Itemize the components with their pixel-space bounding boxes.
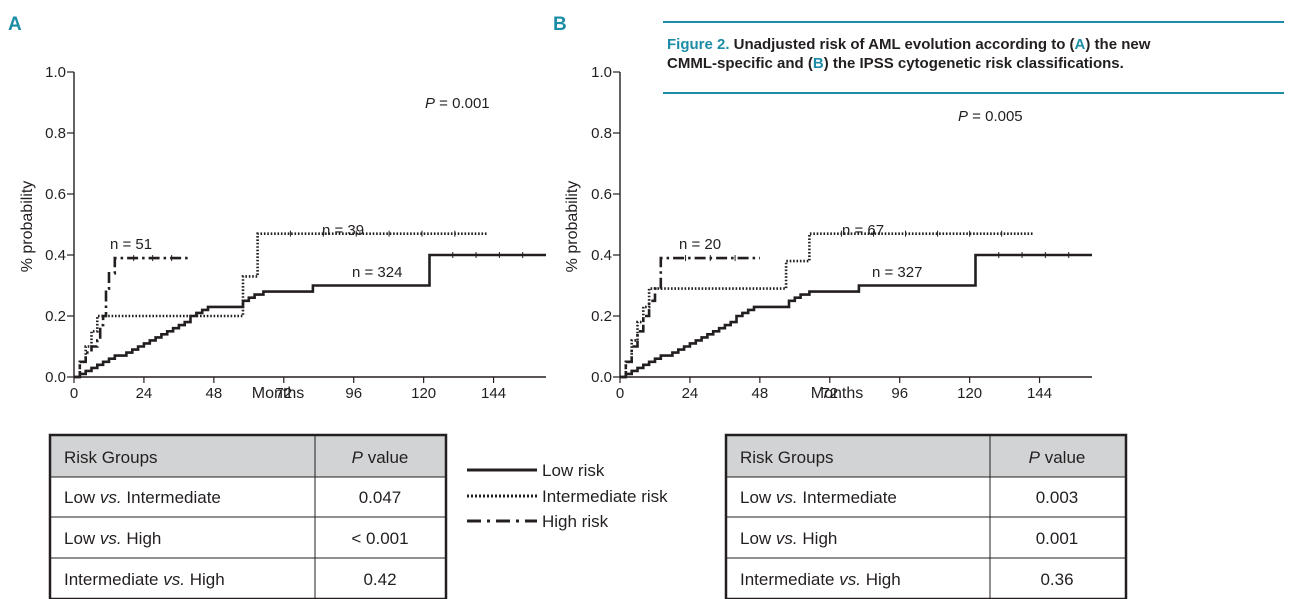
caption-line-1: Figure 2. Unadjusted risk of AML evoluti… <box>667 36 1151 53</box>
panel-a-pvalue-annotation: P = 0.001 <box>425 95 490 112</box>
panel-a-x-tick-label: 48 <box>206 385 223 402</box>
table-b: Risk Groups P value Low vs. Intermediate… <box>724 433 1128 599</box>
panel-b-x-tick-label: 144 <box>1027 385 1052 402</box>
panel-a-y-tick-label: 0.8 <box>45 125 66 142</box>
legend: Low risk Intermediate risk High risk <box>467 461 668 531</box>
panel-b-series-solid <box>620 253 1092 379</box>
table-a-row-3-label: Intermediate vs. High <box>64 570 225 589</box>
panel-b-y-tick-label: 0.8 <box>591 125 612 142</box>
table-a-row-1-pvalue: 0.047 <box>359 488 402 507</box>
figure-caption: Figure 2. Unadjusted risk of AML evoluti… <box>663 21 1284 94</box>
panel-b-n-label-dotted: n = 67 <box>842 222 884 239</box>
table-b-header-groups: Risk Groups <box>740 448 834 467</box>
panel-b-n-label-solid: n = 327 <box>872 264 922 281</box>
panel-b-y-tick-label: 0.6 <box>591 186 612 203</box>
panel-a-x-tick-label: 96 <box>345 385 362 402</box>
table-b-row-1-label: Low vs. Intermediate <box>740 488 897 507</box>
panel-b-letter: B <box>553 14 567 35</box>
table-b-row-3-pvalue: 0.36 <box>1040 570 1073 589</box>
panel-b-x-tick-label: 120 <box>957 385 982 402</box>
panel-a-x-axis-title: Months <box>252 385 304 402</box>
table-b-body-bg <box>726 477 1126 599</box>
panel-a-x-tick-label: 72 <box>275 385 292 402</box>
panel-a-n-label-dashdot: n = 51 <box>110 236 152 253</box>
panel-a-letter: A <box>8 14 22 35</box>
panel-a-x-tick-label: 24 <box>136 385 153 402</box>
caption-line-2: CMML-specific and (B) the IPSS cytogenet… <box>667 55 1124 72</box>
panel-a-y-tick-label: 0.6 <box>45 186 66 203</box>
table-a-header-groups: Risk Groups <box>64 448 158 467</box>
table-b-row-3-label: Intermediate vs. High <box>740 570 901 589</box>
panel-a-series-dashdot <box>74 256 191 379</box>
panel-a-plot: 0.0 0.2 0.4 0.6 0.8 1.0 0 24 48 72 96 120 144 Months%… <box>19 64 546 402</box>
panel-b-y-tick-label: 0.2 <box>591 308 612 325</box>
panel-a-series-dotted <box>74 232 488 379</box>
panel-b-x-tick-label: 48 <box>752 385 769 402</box>
table-a-row-2-label: Low vs. High <box>64 529 161 548</box>
table-b-row-2-label: Low vs. High <box>740 529 837 548</box>
panel-a-y-tick-label: 0.2 <box>45 308 66 325</box>
panel-b-x-axis-title: Months <box>811 385 863 402</box>
table-b-row-2-pvalue: 0.001 <box>1036 529 1079 548</box>
panel-a-x-tick-label: 0 <box>70 385 78 402</box>
panel-b-x-tick-label: 24 <box>682 385 699 402</box>
panel-a-y-axis-title: % probability <box>19 181 36 273</box>
table-a-header-pvalue: P value <box>352 448 409 467</box>
table-a-row-1-label: Low vs. Intermediate <box>64 488 221 507</box>
panel-b-x-tick-label: 96 <box>891 385 908 402</box>
panel-a-y-tick-label: 0.4 <box>45 247 66 264</box>
table-a: Risk Groups P value Low vs. Intermediate… <box>48 433 448 599</box>
panel-b-y-tick-label: 1.0 <box>591 64 612 81</box>
panel-b-x-tick-label: 72 <box>821 385 838 402</box>
panel-a-x-tick-label: 144 <box>481 385 506 402</box>
legend-label-low: Low risk <box>542 461 605 480</box>
panel-a-n-label-solid: n = 324 <box>352 264 402 281</box>
legend-label-high: High risk <box>542 512 609 531</box>
panel-b-y-axis-title: % probability <box>564 181 581 273</box>
panel-b-series-dotted <box>620 232 1034 379</box>
panel-a-x-tick-label: 120 <box>411 385 436 402</box>
table-a-body-bg <box>50 477 446 599</box>
panel-a-n-label-dotted: n = 39 <box>322 222 364 239</box>
panel-a-y-tick-label: 1.0 <box>45 64 66 81</box>
panel-b-x-tick-label: 0 <box>616 385 624 402</box>
table-b-row-1-pvalue: 0.003 <box>1036 488 1079 507</box>
panel-b-n-label-dashdot: n = 20 <box>679 236 721 253</box>
panel-b-y-tick-label: 0.0 <box>591 369 612 386</box>
panel-a-y-tick-label: 0.0 <box>45 369 66 386</box>
panel-a-series-solid <box>74 253 546 379</box>
legend-label-intermediate: Intermediate risk <box>542 487 668 506</box>
panel-b-series-dashdot <box>620 256 760 379</box>
table-b-header-pvalue: P value <box>1029 448 1086 467</box>
panel-b-plot: 0.0 0.2 0.4 0.6 0.8 1.0 0 24 48 72 96 120 144 Months%… <box>564 64 1092 402</box>
table-a-row-3-pvalue: 0.42 <box>363 570 396 589</box>
table-a-row-2-pvalue: < 0.001 <box>351 529 408 548</box>
panel-b-y-tick-label: 0.4 <box>591 247 612 264</box>
panel-b-pvalue-annotation: P = 0.005 <box>958 108 1023 125</box>
